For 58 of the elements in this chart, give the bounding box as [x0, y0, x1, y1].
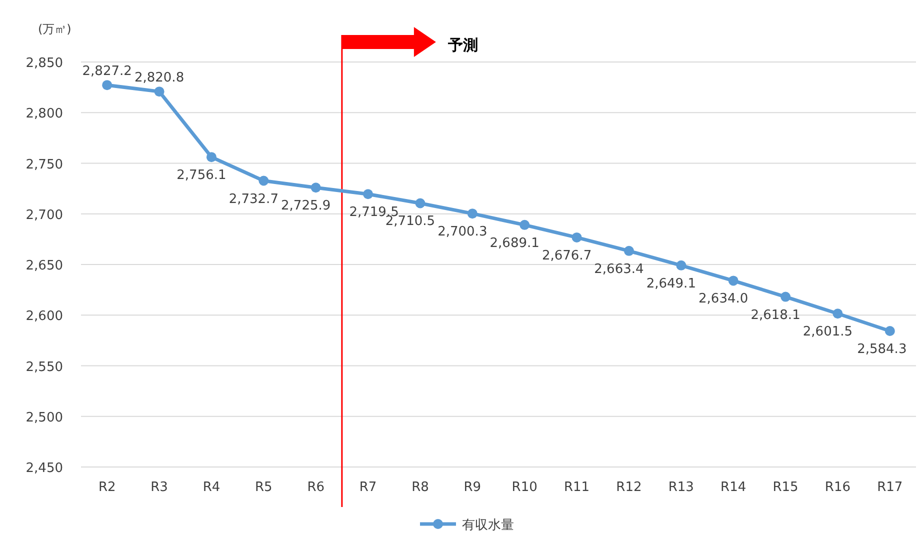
- data-label: 2,676.7: [542, 248, 592, 264]
- x-tick-label: R5: [255, 480, 272, 495]
- point: [780, 292, 791, 302]
- point: [206, 152, 216, 162]
- data-label: 2,601.5: [802, 324, 853, 340]
- x-tick-label: R3: [150, 480, 168, 495]
- point: [572, 232, 582, 242]
- y-tick-label: 2,750: [26, 157, 63, 172]
- point: [467, 208, 478, 219]
- point: [154, 86, 164, 97]
- x-tick-label: R12: [616, 480, 642, 495]
- x-tick-label: R14: [720, 480, 746, 495]
- point: [728, 276, 738, 286]
- data-label: 2,689.1: [490, 236, 540, 251]
- x-tick-label: R9: [464, 480, 482, 495]
- y-tick-label: 2,600: [26, 309, 63, 324]
- text: 予測: [446, 36, 478, 54]
- data-label: 2,618.1: [750, 308, 800, 323]
- point: [624, 246, 634, 256]
- x-tick-label: R6: [307, 480, 324, 495]
- data-label: 2,663.4: [594, 262, 644, 277]
- x-tick-label: R8: [412, 480, 429, 495]
- y-axis-title: (万㎥): [38, 22, 72, 36]
- x-tick-label: R17: [877, 480, 903, 495]
- x-tick-label: R10: [512, 480, 538, 495]
- point: [676, 260, 686, 270]
- y-tick-label: 2,450: [26, 461, 63, 476]
- data-label: 2,700.3: [438, 224, 488, 240]
- point: [884, 326, 895, 336]
- point: [363, 189, 374, 200]
- legend-label: 有収水量: [462, 518, 514, 533]
- data-label: 2,827.2: [82, 64, 132, 80]
- data-label: 2,584.3: [857, 342, 907, 358]
- y-tick-label: 2,700: [26, 208, 63, 223]
- y-tick-label: 2,500: [26, 410, 63, 426]
- data-label: 2,756.1: [176, 168, 226, 184]
- data-label: 2,634.0: [698, 292, 748, 307]
- point: [832, 308, 843, 319]
- x-tick-label: R4: [202, 480, 220, 495]
- point: [415, 198, 426, 208]
- y-tick-label: 2,850: [26, 56, 63, 71]
- data-label: 2,732.7: [228, 192, 278, 207]
- x-tick-label: R16: [824, 480, 851, 495]
- x-tick-label: R7: [359, 480, 377, 495]
- y-tick-label: 2,550: [26, 360, 63, 375]
- x-tick-label: R15: [772, 480, 798, 495]
- point: [102, 80, 112, 90]
- x-tick-label: R11: [564, 480, 590, 495]
- data-label: 2,649.1: [646, 276, 696, 292]
- x-tick-label: R2: [98, 480, 116, 495]
- y-tick-label: 2,800: [26, 106, 63, 122]
- point: [258, 176, 269, 186]
- point: [520, 220, 530, 230]
- point: [310, 182, 321, 193]
- x-tick-label: R13: [668, 480, 694, 495]
- y-tick-label: 2,650: [26, 258, 63, 274]
- data-label: 2,820.8: [134, 70, 184, 86]
- data-label: 2,725.9: [281, 198, 331, 214]
